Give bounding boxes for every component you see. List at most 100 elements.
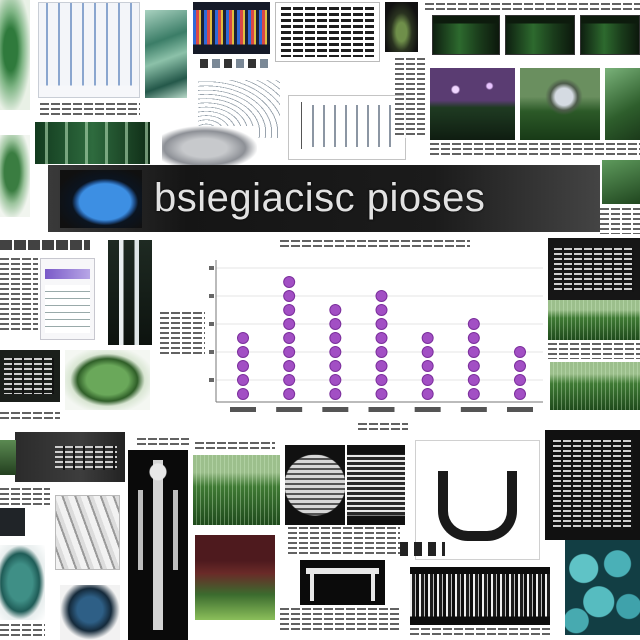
x-tick-label-illegible <box>322 407 349 412</box>
chart-dot <box>467 360 480 372</box>
x-axis-label-illegible <box>358 423 408 430</box>
green-field-photo <box>548 300 640 340</box>
text-document-image <box>275 2 380 62</box>
black-shapes-image <box>415 440 540 560</box>
x-tick-label-illegible <box>507 407 533 412</box>
illegible-text-block <box>40 103 140 116</box>
skeleton-figure-image <box>128 450 188 640</box>
striped-image <box>347 445 405 525</box>
chart-dot <box>375 346 388 358</box>
green-screen-image <box>580 15 640 55</box>
chart-dot <box>283 360 296 372</box>
chart-dot <box>329 346 342 358</box>
illegible-text-block <box>137 438 189 447</box>
chart-dot <box>237 346 249 358</box>
illegible-text-block <box>395 58 425 138</box>
chart-dot <box>375 318 388 330</box>
dark-plant-photo <box>385 2 418 52</box>
chart-dot <box>329 360 342 372</box>
bar-figure-image <box>38 2 140 98</box>
purple-bar-figure <box>40 258 95 340</box>
illegible-text-block <box>0 624 45 638</box>
x-tick-label-illegible <box>460 407 487 412</box>
drapery-image <box>55 495 120 570</box>
chart-dot <box>329 332 342 344</box>
dot-chart <box>208 238 545 432</box>
table-image <box>300 560 385 605</box>
chart-plot-area <box>209 260 543 412</box>
plant-photo <box>0 135 30 217</box>
green-field-photo <box>193 455 280 525</box>
chart-dot <box>514 346 526 358</box>
striped-dark-image <box>410 567 550 625</box>
chart-dot <box>283 276 296 288</box>
blue-circle-image <box>60 170 142 228</box>
chart-dot <box>467 318 480 330</box>
green-oval-photo <box>65 350 150 410</box>
banner-title: bsiegiacisc pioses <box>154 176 486 220</box>
chart-dot <box>283 388 296 400</box>
small-bar-chart-image <box>288 95 406 160</box>
illegible-text-block <box>288 527 400 557</box>
green-field-photo <box>550 362 640 410</box>
illegible-heading <box>0 240 90 250</box>
illegible-text-block <box>600 208 640 234</box>
chart-dot <box>283 346 296 358</box>
green-fabric-photo <box>145 10 187 98</box>
chart-dot <box>421 360 434 372</box>
chart-dot <box>467 346 480 358</box>
dark-text-document <box>545 430 640 540</box>
dot-column <box>322 304 349 412</box>
chart-dot <box>375 388 388 400</box>
gray-rock-image <box>162 126 257 166</box>
chart-dot <box>283 374 296 386</box>
green-photo <box>602 160 640 204</box>
illegible-text-block <box>0 488 50 506</box>
green-photo <box>0 440 16 475</box>
x-tick-label-illegible <box>414 407 441 412</box>
icon-strip <box>200 59 270 68</box>
chart-dot <box>329 318 342 330</box>
illegible-text-block <box>425 3 640 12</box>
blue-object-photo <box>60 585 120 640</box>
illegible-text-block <box>410 628 550 638</box>
chart-dot <box>329 304 342 316</box>
chart-dot <box>375 290 388 302</box>
chart-dot <box>375 360 388 372</box>
teal-blob-photo <box>0 545 45 620</box>
dot-column <box>414 332 441 412</box>
tubes-photo <box>108 240 152 345</box>
chart-dot <box>467 332 480 344</box>
chart-dot <box>514 388 526 400</box>
chart-dot <box>514 374 526 386</box>
striped-sphere-image <box>285 445 345 525</box>
dark-text-image <box>0 350 60 402</box>
chart-dot <box>421 388 434 400</box>
illegible-text-block <box>160 312 205 357</box>
y-tick-labels <box>209 266 214 382</box>
chart-title-illegible <box>280 240 470 249</box>
chart-dot <box>421 332 434 344</box>
chart-dot <box>329 374 342 386</box>
dot-column <box>460 318 487 412</box>
chart-dot <box>237 388 249 400</box>
chart-dot <box>421 346 434 358</box>
illegible-text-block <box>0 258 38 333</box>
chart-dot <box>421 374 434 386</box>
chart-dot <box>375 332 388 344</box>
illegible-text-block <box>195 442 275 452</box>
plant-photo <box>0 0 30 110</box>
dot-column <box>276 276 303 412</box>
icon-strip <box>400 542 445 556</box>
chart-dot <box>283 290 296 302</box>
chart-dot <box>514 360 526 372</box>
chart-dot <box>283 318 296 330</box>
x-tick-label-illegible <box>276 407 303 412</box>
chart-dot <box>237 374 249 386</box>
chart-dot <box>467 374 480 386</box>
dark-text-image <box>15 432 125 482</box>
chart-dot <box>237 360 249 372</box>
chart-dot <box>375 374 388 386</box>
illegible-text-block <box>548 343 640 359</box>
illegible-text-block <box>0 412 60 422</box>
